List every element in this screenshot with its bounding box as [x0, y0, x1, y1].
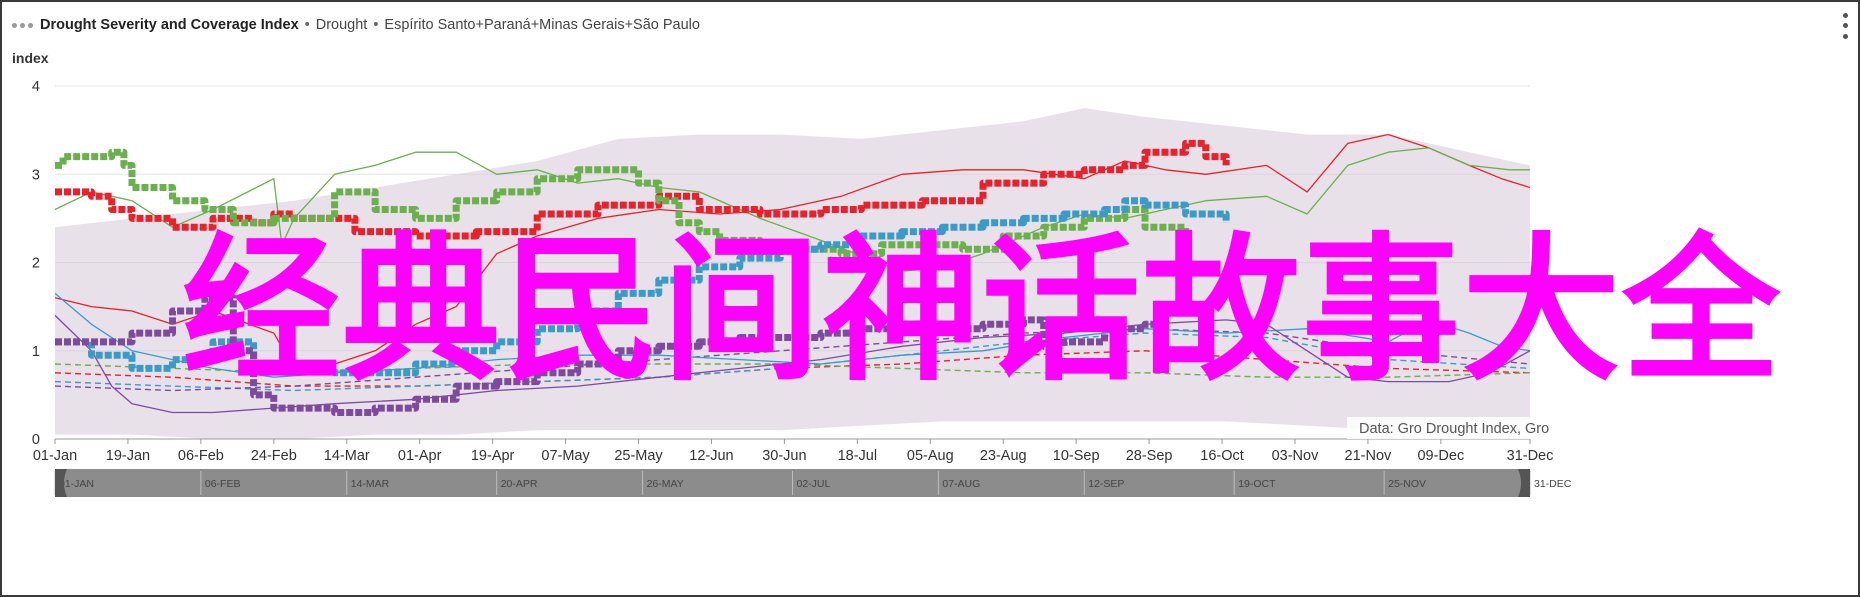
y-tick-label: 0	[32, 432, 40, 448]
x-tick-label: 18-Jul	[838, 448, 878, 464]
series-line-bold-3	[55, 294, 1190, 416]
x-tick-label: 25-May	[614, 448, 663, 464]
navigator-left-handle[interactable]	[55, 469, 67, 497]
x-tick-label: 12-Jun	[689, 448, 733, 464]
more-options-icon[interactable]	[1838, 10, 1852, 42]
data-credit-text: Data: Gro Drought Index, Gro	[1359, 421, 1549, 437]
x-tick-label: 24-Feb	[251, 448, 297, 464]
y-tick-label: 2	[32, 256, 40, 272]
series-line-thin-7	[54, 314, 1531, 414]
x-tick-label: 06-Feb	[178, 448, 224, 464]
data-credit-box	[1347, 417, 1530, 439]
range-band	[55, 108, 1530, 439]
x-tick-label: 31-Dec	[1507, 448, 1554, 464]
x-tick-label: 21-Nov	[1345, 448, 1392, 464]
x-tick-label: 19-Jan	[106, 448, 150, 464]
navigator-label: 01-JAN	[59, 478, 94, 490]
x-tick-label: 28-Sep	[1126, 448, 1173, 464]
navigator-label: 26-MAY	[647, 478, 684, 490]
title-separator: •	[304, 17, 310, 33]
x-tick-label: 05-Aug	[907, 448, 954, 464]
x-tick-label: 09-Dec	[1417, 448, 1464, 464]
navigator-label: 19-OCT	[1238, 478, 1276, 490]
range-navigator[interactable]: 01-JAN 06-FEB 14-MAR 20-APR 26-MAY 02-JUL 07-A…	[54, 469, 1572, 497]
x-tick-label: 23-Aug	[980, 448, 1027, 464]
y-tick-label: 3	[32, 167, 40, 183]
series-line-dashed-11	[54, 328, 1531, 392]
series-line-dashed-8	[54, 350, 1531, 387]
x-tick-label: 10-Sep	[1053, 448, 1100, 464]
series-line-thin-4	[54, 133, 1531, 370]
series-line-dashed-10	[54, 332, 1531, 392]
x-tick-label: 19-Apr	[471, 448, 515, 464]
series-line-thin-5	[54, 147, 1530, 272]
chart-header: Drought Severity and Coverage Index • Dr…	[12, 14, 700, 36]
navigator-label: 02-JUL	[797, 478, 831, 490]
axes: 0 1 2 3 4 01-Jan 19-Jan 06-Feb 24-Feb 14-Mar 01-Ap…	[32, 79, 1553, 464]
series-line-bold-2	[55, 197, 1230, 377]
y-tick-label: 4	[32, 79, 40, 95]
x-tick-label: 07-May	[541, 448, 590, 464]
series-lines	[54, 133, 1531, 416]
chart-title: Drought Severity and Coverage Index	[40, 17, 299, 33]
data-credit: Data: Gro Drought Index, Gro	[1347, 417, 1549, 439]
range-band-area	[55, 108, 1530, 439]
x-tick-label: 30-Jun	[762, 448, 806, 464]
navigator-label: 07-AUG	[942, 478, 980, 490]
navigator-label: 31-DEC	[1534, 478, 1572, 490]
overlay-watermark-text: 经典民间神话故事大全	[182, 219, 1782, 403]
series-line-bold-0	[55, 139, 1230, 240]
x-tick-label: 16-Oct	[1200, 448, 1244, 464]
x-tick-label: 01-Apr	[398, 448, 442, 464]
product-separator: •	[373, 17, 379, 33]
navigator-label: 14-MAR	[351, 478, 390, 490]
series-line-thin-6	[54, 292, 1531, 378]
navigator-right-handle[interactable]	[1518, 469, 1530, 497]
drag-handle-icon[interactable]	[12, 22, 33, 28]
product-name: Drought	[315, 17, 368, 33]
series-line-bold-1	[55, 148, 1190, 276]
navigator-label: 06-FEB	[205, 478, 241, 490]
x-tick-label: 14-Mar	[324, 448, 370, 464]
y-tick-label: 1	[32, 344, 40, 360]
region-names: Espírito Santo+Paraná+Minas Gerais+São P…	[384, 17, 700, 33]
navigator-label: 25-NOV	[1388, 478, 1426, 490]
y-axis-unit-label: index	[12, 50, 49, 66]
navigator-label: 20-APR	[501, 478, 538, 490]
navigator-label: 12-SEP	[1088, 478, 1124, 490]
x-tick-label: 01-Jan	[33, 448, 77, 464]
x-tick-label: 03-Nov	[1272, 448, 1319, 464]
